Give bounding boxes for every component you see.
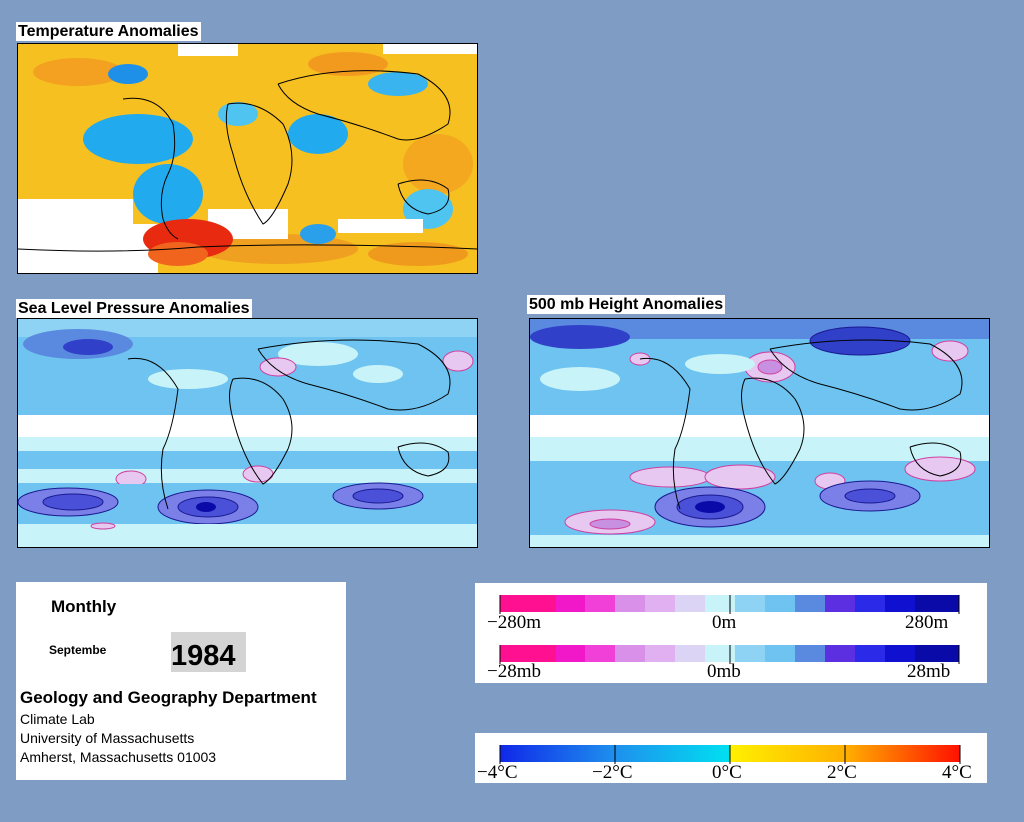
year-box: [171, 632, 246, 672]
lab-label: Climate Lab: [20, 711, 95, 727]
temperature-panel-title: Temperature Anomalies: [16, 22, 201, 41]
pressure-mid-label: 0mb: [707, 661, 741, 682]
slp-panel-title: Sea Level Pressure Anomalies: [16, 299, 252, 318]
temperature-legend: −4°C −2°C 0°C 2°C 4°C: [475, 733, 987, 783]
height-max-label: 280m: [905, 612, 949, 633]
temp-tick-1: −4°C: [477, 762, 518, 783]
height500-panel-title: 500 mb Height Anomalies: [527, 295, 726, 314]
address-label: Amherst, Massachusetts 01003: [20, 749, 217, 765]
height-colorbar: [499, 595, 960, 614]
height-pressure-legend: −280m 0m 280m −28mb 0mb 28mb: [475, 583, 987, 683]
frequency-label: Monthly: [51, 597, 117, 616]
info-panel: Monthly Septembe 1984 Geology and Geogra…: [16, 582, 346, 780]
temp-tick-2: −2°C: [592, 762, 633, 783]
slp-anomaly-map: [17, 318, 478, 548]
temperature-anomaly-map: [17, 43, 478, 274]
pressure-min-label: −28mb: [487, 661, 541, 682]
temp-tick-5: 4°C: [942, 762, 972, 783]
university-label: University of Massachusetts: [20, 730, 195, 746]
department-label: Geology and Geography Department: [20, 688, 317, 707]
pressure-colorbar: [499, 645, 960, 664]
height500-anomaly-map: [529, 318, 990, 548]
pressure-max-label: 28mb: [907, 661, 950, 682]
height-min-label: −280m: [487, 612, 541, 633]
temp-tick-4: 2°C: [827, 762, 857, 783]
month-label: Septembe: [49, 643, 107, 657]
temp-tick-3: 0°C: [712, 762, 742, 783]
height-mid-label: 0m: [712, 612, 737, 633]
year-label: 1984: [171, 640, 236, 672]
